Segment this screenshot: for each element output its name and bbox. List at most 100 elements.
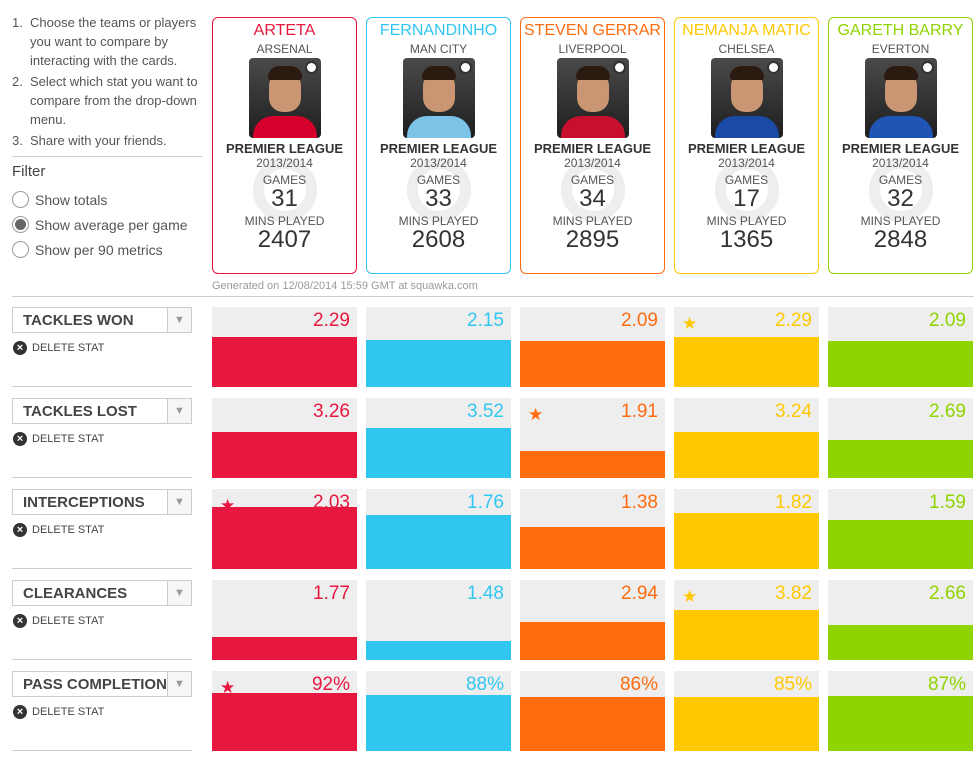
stat-bar [212, 693, 357, 751]
squawka-logo-icon [612, 61, 626, 74]
stat-bar [212, 337, 357, 387]
stat-value: 1.91 [621, 401, 658, 422]
stat-value: 2.09 [929, 310, 966, 331]
close-circle-icon: × [13, 614, 27, 628]
stat-bar [828, 696, 973, 751]
delete-stat-button[interactable]: × DELETE STAT [13, 705, 104, 719]
filter-option-average[interactable]: Show average per game [12, 216, 188, 233]
stat-bar [828, 520, 973, 569]
player-card[interactable]: GARETH BARRY EVERTON PREMIER LEAGUE 2013… [828, 17, 973, 274]
league-name: PREMIER LEAGUE [687, 141, 805, 156]
divider [12, 568, 192, 569]
stat-name: PASS COMPLETION [23, 675, 167, 693]
star-icon: ★ [682, 314, 698, 333]
stat-bar [674, 432, 819, 478]
stat-bar [520, 697, 665, 751]
delete-stat-button[interactable]: × DELETE STAT [13, 614, 104, 628]
player-hair [421, 66, 456, 80]
mins-value: 1365 [719, 226, 774, 253]
divider [12, 296, 974, 297]
player-photo [402, 58, 475, 138]
player-name: NEMANJA MATIC [682, 22, 811, 39]
stat-cell: 2.09 [828, 307, 973, 387]
delete-stat-button[interactable]: × DELETE STAT [13, 341, 104, 355]
radio-button[interactable] [12, 241, 29, 258]
stat-dropdown[interactable]: CLEARANCES ▼ [12, 580, 192, 606]
stat-bar [366, 515, 511, 569]
team-name: LIVERPOOL [558, 42, 627, 56]
delete-stat-button[interactable]: × DELETE STAT [13, 523, 104, 537]
stat-value: 88% [465, 674, 504, 695]
player-name: ARTETA [253, 22, 316, 39]
chevron-down-icon[interactable]: ▼ [167, 399, 191, 423]
season: 2013/2014 [256, 156, 313, 170]
player-card[interactable]: NEMANJA MATIC CHELSEA PREMIER LEAGUE 201… [674, 17, 819, 274]
instruction-item: 2. Select which stat you want to compare … [12, 74, 198, 127]
stat-dropdown[interactable]: INTERCEPTIONS ▼ [12, 489, 192, 515]
player-shirt [560, 116, 625, 138]
squawka-logo-icon [304, 61, 318, 74]
filter-option-per90[interactable]: Show per 90 metrics [12, 241, 163, 258]
stat-dropdown[interactable]: TACKLES WON ▼ [12, 307, 192, 333]
stat-value: 92% [311, 674, 350, 695]
stat-value: 87% [927, 674, 966, 695]
stat-bar [366, 340, 511, 387]
stat-value: 86% [619, 674, 658, 695]
team-name: MAN CITY [409, 42, 468, 56]
radio-button-selected[interactable] [12, 216, 29, 233]
mins-label: MINS PLAYED [398, 214, 479, 228]
watermark-icon [869, 158, 933, 222]
season: 2013/2014 [410, 156, 467, 170]
stat-value: 3.52 [467, 401, 504, 422]
chevron-down-icon[interactable]: ▼ [167, 490, 191, 514]
stat-cell: 1.59 [828, 489, 973, 569]
stat-value: 2.09 [621, 310, 658, 331]
generated-note: Generated on 12/08/2014 15:59 GMT at squ… [212, 280, 478, 292]
stat-cell: ★ 3.82 [674, 580, 819, 660]
watermark-icon [253, 158, 317, 222]
radio-button[interactable] [12, 191, 29, 208]
stat-cell: 85% [674, 671, 819, 751]
player-hair [575, 66, 610, 80]
delete-stat-button[interactable]: × DELETE STAT [13, 432, 104, 446]
chevron-down-icon[interactable]: ▼ [167, 581, 191, 605]
squawka-logo-icon [920, 61, 934, 74]
stat-value: 1.48 [467, 583, 504, 604]
stat-cell: ★ 92% [212, 671, 357, 751]
stat-value: 1.38 [621, 492, 658, 513]
stat-dropdown[interactable]: TACKLES LOST ▼ [12, 398, 192, 424]
filter-option-totals[interactable]: Show totals [12, 191, 107, 208]
season: 2013/2014 [872, 156, 929, 170]
instruction-item: 1. Choose the teams or players you want t… [12, 15, 197, 68]
player-name: STEVEN GERRAR [524, 22, 661, 39]
team-name: ARSENAL [256, 42, 313, 56]
player-card[interactable]: FERNANDINHO MAN CITY PREMIER LEAGUE 2013… [366, 17, 511, 274]
stat-bar [212, 637, 357, 660]
mins-label: MINS PLAYED [552, 214, 633, 228]
stat-bar [520, 622, 665, 660]
chevron-down-icon[interactable]: ▼ [167, 308, 191, 332]
chevron-down-icon[interactable]: ▼ [167, 672, 191, 696]
player-shirt [868, 116, 933, 138]
stat-cell: 1.48 [366, 580, 511, 660]
delete-stat-label: DELETE STAT [32, 615, 105, 627]
divider [12, 386, 192, 387]
stat-cell: ★ 1.91 [520, 398, 665, 478]
instruction-item: 3. Share with your friends. [12, 133, 167, 148]
stat-cell: ★ 2.29 [674, 307, 819, 387]
star-icon: ★ [220, 678, 236, 697]
mins-value: 2407 [257, 226, 312, 253]
stat-value: 3.24 [775, 401, 812, 422]
season: 2013/2014 [718, 156, 775, 170]
player-card[interactable]: ARTETA ARSENAL PREMIER LEAGUE 2013/2014 … [212, 17, 357, 274]
player-card[interactable]: STEVEN GERRAR LIVERPOOL PREMIER LEAGUE 2… [520, 17, 665, 274]
stat-name: INTERCEPTIONS [23, 493, 145, 511]
instructions-list: 1. Choose the teams or players you want t… [12, 13, 207, 152]
stat-cell: 86% [520, 671, 665, 751]
mins-value: 2608 [411, 226, 466, 253]
stat-dropdown[interactable]: PASS COMPLETION ▼ [12, 671, 192, 697]
stat-bar [520, 527, 665, 569]
stat-cell: 2.69 [828, 398, 973, 478]
stat-bar [366, 695, 511, 751]
stat-value: 1.82 [775, 492, 812, 513]
